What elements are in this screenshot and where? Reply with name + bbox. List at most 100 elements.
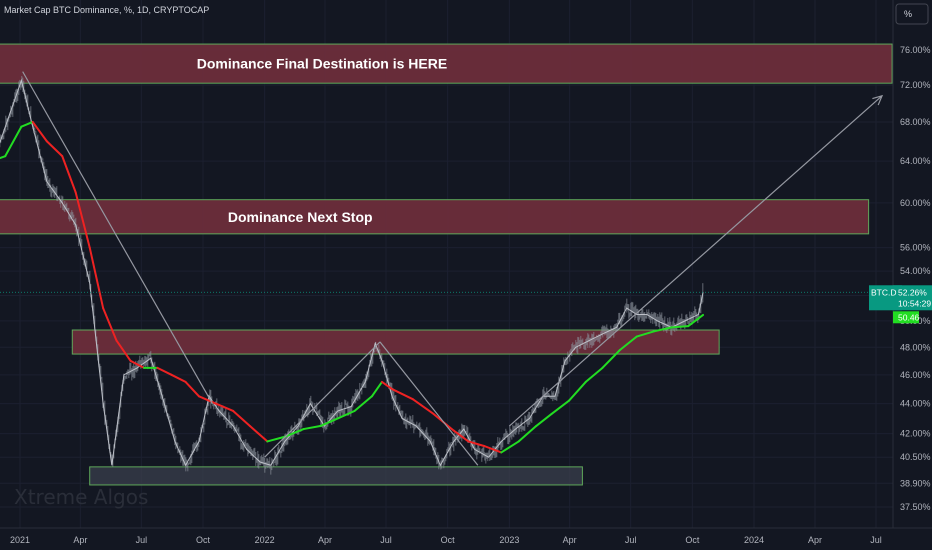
ma-segment — [170, 373, 187, 383]
x-tick-label: Jul — [625, 535, 637, 545]
y-tick-label: 40.50% — [900, 452, 931, 462]
y-tick-label: 44.00% — [900, 399, 931, 409]
ma-segment — [391, 388, 414, 401]
trendlines — [0, 71, 893, 466]
ma-segment — [353, 395, 373, 412]
last-price-tag: BTC.D 52.26% 10:54:29 50.46 — [869, 285, 932, 324]
zone-label: Dominance Final Destination is HERE — [197, 56, 448, 72]
ma-segment — [370, 380, 383, 398]
y-tick-label: 48.00% — [900, 342, 931, 352]
ma-segment — [550, 399, 570, 415]
x-tick-label: Jul — [380, 535, 392, 545]
x-tick-label: Apr — [563, 535, 577, 545]
ma-segment — [20, 120, 34, 128]
ma-segment — [184, 380, 200, 398]
ma-segment — [214, 402, 235, 412]
x-tick-label: Apr — [73, 535, 87, 545]
ma-segment — [302, 425, 322, 431]
trendline — [379, 341, 479, 466]
ma-segment — [4, 125, 23, 158]
price-axis: 76.00% 72.00% 68.00% 64.00% 60.00% 56.00% 54.0… — [900, 45, 931, 512]
ma-segment — [197, 395, 217, 405]
y-tick-label: 54.00% — [900, 266, 931, 276]
zones — [0, 43, 893, 486]
y-tick-label: 68.00% — [900, 117, 931, 127]
ma-segment — [483, 445, 503, 454]
x-tick-label: 2021 — [10, 535, 30, 545]
tag-symbol: BTC.D — [871, 287, 897, 297]
x-tick-label: 2024 — [744, 535, 764, 545]
x-tick-label: Oct — [441, 535, 456, 545]
x-tick-label: Oct — [196, 535, 211, 545]
ma-segment — [687, 313, 705, 328]
trendline — [508, 95, 883, 427]
ma-segment — [319, 417, 339, 428]
ma-segment — [74, 191, 91, 249]
ma-segment — [635, 330, 656, 338]
zone-box — [0, 43, 893, 84]
chart-title: Market Cap BTC Dominance, %, 1D, CRYPTOC… — [4, 5, 209, 15]
ma-segment — [232, 409, 251, 428]
x-tick-label: Jul — [870, 535, 882, 545]
x-tick-label: Apr — [318, 535, 332, 545]
trendline — [264, 341, 381, 458]
y-tick-label: 76.00% — [900, 45, 931, 55]
ma-segment — [248, 425, 269, 443]
ma-segment — [129, 359, 146, 369]
y-tick-label: 46.00% — [900, 370, 931, 380]
zone-box — [89, 466, 583, 486]
x-tick-label: Jul — [136, 535, 148, 545]
ma-segment — [567, 380, 587, 402]
ma-segment — [380, 380, 394, 391]
ma-segment — [115, 339, 132, 362]
y-tick-label: 38.90% — [900, 478, 931, 488]
ma-segment — [584, 366, 604, 383]
scale-button[interactable]: % — [895, 3, 929, 25]
y-tick-label: 64.00% — [900, 156, 931, 166]
tag-value: 52.26% — [898, 287, 927, 297]
ma-segment — [535, 412, 553, 428]
ma-segment — [653, 326, 673, 333]
time-axis: 2021 Apr Jul Oct 2022 Apr Jul Oct 2023 Apr Jul Oct 2… — [10, 535, 882, 545]
price-line — [0, 78, 704, 467]
x-tick-label: Apr — [808, 535, 822, 545]
zone-labels: Dominance Final Destination is HERE Domin… — [197, 56, 448, 225]
y-tick-label: 37.50% — [900, 502, 931, 512]
x-tick-label: 2022 — [255, 535, 275, 545]
zone-box — [71, 329, 720, 355]
ma-segment — [618, 335, 638, 351]
ma-segment — [601, 348, 621, 369]
ma-segment — [88, 246, 105, 310]
ma-value-tag: 50.46 — [898, 312, 920, 322]
y-tick-label: 42.00% — [900, 429, 931, 439]
scale-button-label: % — [904, 9, 912, 19]
ma-segment — [31, 120, 48, 143]
ma-segment — [500, 440, 520, 454]
watermark: Xtreme Algos — [14, 485, 148, 509]
ma-segment — [670, 325, 690, 329]
series-layer — [0, 75, 705, 475]
ma-segment — [0, 155, 7, 160]
y-tick-label: 60.00% — [900, 198, 931, 208]
ma-segment — [467, 440, 486, 448]
ma-segment — [102, 307, 118, 342]
zone-box — [0, 199, 870, 235]
y-tick-label: 56.00% — [900, 243, 931, 253]
ma-segment — [517, 425, 538, 443]
x-tick-label: Oct — [685, 535, 700, 545]
ma-segment — [266, 435, 286, 443]
ma-segment — [45, 140, 64, 158]
ma-segment — [452, 429, 470, 443]
ma-segment — [156, 366, 173, 376]
tag-countdown: 10:54:29 — [898, 298, 931, 308]
y-tick-label: 72.00% — [900, 80, 931, 90]
trendline — [22, 71, 213, 404]
ma-segment — [336, 409, 356, 420]
x-tick-label: 2023 — [499, 535, 519, 545]
trendline-arrowhead — [872, 94, 884, 106]
ma-segment — [283, 428, 305, 438]
ma-segment — [61, 155, 77, 194]
ma-segment — [411, 398, 435, 415]
